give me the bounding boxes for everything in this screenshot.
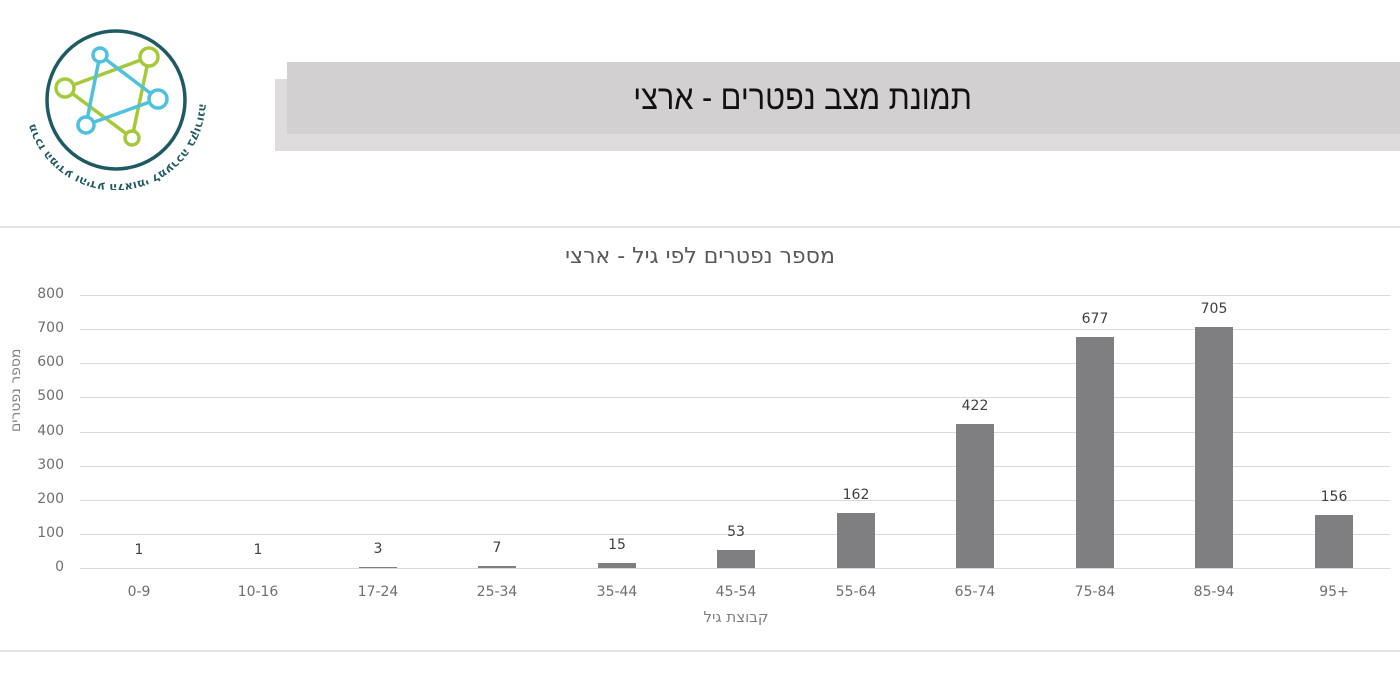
category-label: 45-54 [715,584,757,600]
category-label: 25-34 [476,584,518,600]
category-label: 17-24 [357,584,399,600]
title-banner: תמונת מצב נפטרים - ארצי [287,62,1400,134]
bar [1076,337,1114,568]
category-label: 75-84 [1074,584,1116,600]
category-label: 35-44 [596,584,638,600]
bar [717,550,755,568]
bar [1195,327,1233,568]
data-label: 53 [727,524,745,540]
bar [478,566,516,568]
y-tick-label: 100 [37,525,64,541]
bar [598,563,636,568]
y-tick-label: 0 [55,559,64,575]
data-label: 15 [608,537,626,553]
data-label: 156 [1320,489,1348,505]
bar [1315,515,1353,568]
bar [837,513,875,568]
category-label: 10-16 [237,584,279,600]
page-title: תמונת מצב נפטרים - ארצי [633,78,973,117]
gridline [80,397,1390,398]
x-axis-label: קבוצת גיל [703,608,769,626]
data-label: 3 [373,541,383,557]
data-label: 162 [842,487,870,503]
category-label: 0-9 [127,584,151,600]
gridline [80,568,1390,569]
bar [956,424,994,568]
chart-title: מספר נפטרים לפי גיל - ארצי [565,244,835,269]
category-label: 55-64 [835,584,877,600]
data-label: 422 [961,398,989,414]
logo-emblem-icon: מרכז המידע והידע הלאומי למערכה בקורונה [24,29,211,195]
gridline [80,466,1390,467]
gridline [80,329,1390,330]
data-label: 7 [492,540,502,556]
svg-text:מרכז המידע והידע הלאומי למערכה: מרכז המידע והידע הלאומי למערכה בקורונה [24,103,209,190]
data-label: 677 [1081,311,1109,327]
logo: מרכז המידע והידע הלאומי למערכה בקורונה [24,20,211,195]
category-label: 85-94 [1193,584,1235,600]
top-divider [0,226,1400,228]
y-tick-label: 800 [37,286,64,302]
category-label: 65-74 [954,584,996,600]
gridline [80,363,1390,364]
data-label: 1 [134,542,144,558]
y-tick-label: 300 [37,457,64,473]
gridline [80,534,1390,535]
logo-text: מרכז המידע והידע הלאומי למערכה בקורונה [24,103,210,195]
data-label: 705 [1200,301,1228,317]
y-tick-label: 200 [37,491,64,507]
y-tick-label: 700 [37,320,64,336]
bottom-divider [0,650,1400,652]
y-tick-label: 500 [37,388,64,404]
gridline [80,295,1390,296]
gridline [80,500,1390,501]
gridline [80,432,1390,433]
category-label: 95+ [1319,584,1349,600]
y-tick-label: 400 [37,423,64,439]
y-tick-label: 600 [37,354,64,370]
bar [359,567,397,568]
data-label: 1 [253,542,263,558]
